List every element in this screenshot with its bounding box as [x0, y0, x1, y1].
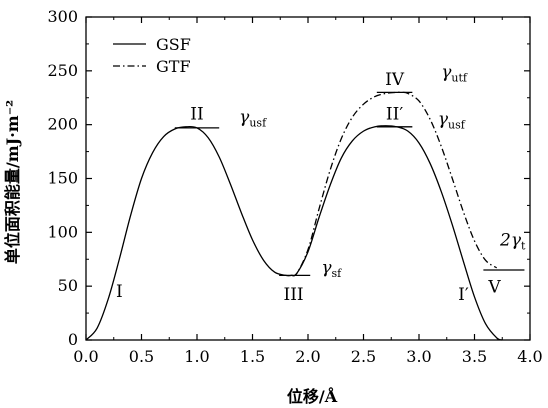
- x-axis-label: 位移/Å: [287, 385, 338, 406]
- x-tick-label: 2.0: [295, 347, 320, 366]
- energy-label: γsf: [321, 258, 342, 280]
- x-tick-label: 3.0: [406, 347, 431, 366]
- legend: GSF GTF: [113, 35, 191, 76]
- energy-label: 2γt: [499, 230, 526, 252]
- point-label: V: [487, 278, 501, 298]
- y-axis-label: 单位面积能量/mJ·m⁻²: [3, 100, 22, 264]
- point-label: IV: [385, 70, 405, 90]
- series-line-gsf: [85, 125, 503, 341]
- x-tick-label: 4.0: [517, 347, 542, 366]
- point-label: I′: [458, 285, 469, 305]
- x-tick-label: 2.5: [351, 347, 376, 366]
- x-tick-label: 0.0: [73, 347, 98, 366]
- energy-label: γusf: [239, 108, 267, 130]
- y-tick-label: 150: [47, 169, 78, 188]
- y-tick-label: 100: [47, 222, 78, 241]
- point-label: III: [283, 285, 303, 305]
- tick-labels: 0.0 0.5 1.0 1.5 2.0 2.5 3.0 3.5 4.0 0 50 100 150 200 2…: [47, 7, 542, 366]
- legend-label-gsf: GSF: [156, 35, 191, 54]
- x-tick-label: 1.5: [240, 347, 265, 366]
- point-label: II: [190, 104, 203, 124]
- y-tick-label: 50: [58, 276, 78, 295]
- y-tick-label: 0: [68, 330, 78, 349]
- x-tick-label: 0.5: [129, 347, 154, 366]
- y-tick-label: 300: [47, 7, 78, 26]
- y-tick-label: 200: [47, 115, 78, 134]
- x-tick-label: 3.5: [462, 347, 487, 366]
- series-line-gtf: [291, 91, 498, 277]
- level-markers: [174, 91, 525, 277]
- y-tick-label: 250: [47, 61, 78, 80]
- energy-label: γusf: [438, 110, 466, 132]
- point-label: II′: [386, 104, 403, 124]
- energy-label: γutf: [441, 62, 468, 84]
- legend-label-gtf: GTF: [156, 57, 191, 76]
- x-tick-label: 1.0: [184, 347, 209, 366]
- tick-marks: [85, 16, 531, 341]
- point-label: I: [116, 282, 123, 302]
